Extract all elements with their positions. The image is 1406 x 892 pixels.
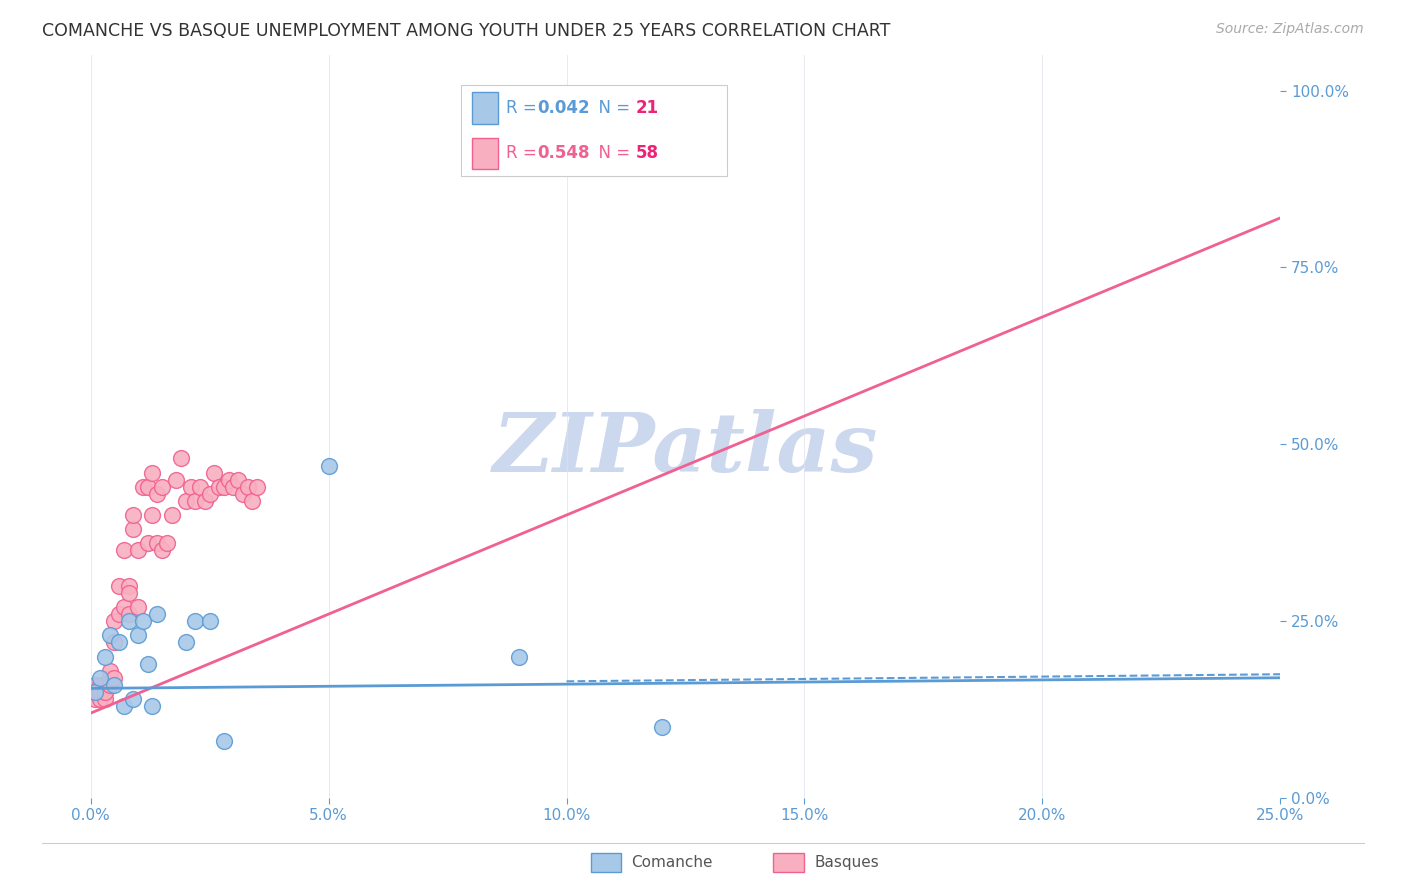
Point — [180, 480, 202, 494]
Point — [222, 480, 245, 494]
Point — [108, 579, 131, 593]
Text: Basques: Basques — [814, 855, 879, 870]
Text: 58: 58 — [636, 145, 658, 162]
Point — [136, 657, 159, 671]
Point — [103, 671, 125, 685]
Point — [118, 586, 141, 600]
Point — [94, 685, 117, 699]
Point — [651, 720, 673, 734]
Point — [132, 614, 155, 628]
Text: ZIPatlas: ZIPatlas — [492, 409, 879, 489]
Point — [170, 451, 193, 466]
Point — [118, 614, 141, 628]
Point — [98, 671, 121, 685]
Point — [150, 480, 173, 494]
Point — [236, 480, 259, 494]
Text: N =: N = — [588, 145, 636, 162]
Point — [89, 685, 111, 699]
Point — [122, 522, 145, 536]
Text: 0.548: 0.548 — [537, 145, 589, 162]
Point — [94, 678, 117, 692]
Point — [174, 494, 197, 508]
Point — [146, 607, 169, 621]
Text: COMANCHE VS BASQUE UNEMPLOYMENT AMONG YOUTH UNDER 25 YEARS CORRELATION CHART: COMANCHE VS BASQUE UNEMPLOYMENT AMONG YO… — [42, 22, 890, 40]
Point — [112, 543, 135, 558]
Point — [98, 664, 121, 678]
Point — [84, 685, 107, 699]
Point — [84, 692, 107, 706]
Text: N =: N = — [588, 99, 636, 117]
Point — [212, 734, 235, 748]
Point — [112, 600, 135, 615]
Point — [94, 649, 117, 664]
Point — [218, 473, 240, 487]
Point — [122, 508, 145, 522]
Point — [156, 536, 179, 550]
Point — [508, 649, 530, 664]
Point — [89, 671, 111, 685]
Point — [208, 480, 231, 494]
Point — [318, 458, 340, 473]
Point — [127, 600, 149, 615]
Point — [232, 487, 254, 501]
Point — [89, 692, 111, 706]
Point — [89, 685, 111, 699]
Point — [103, 635, 125, 649]
Point — [89, 678, 111, 692]
Point — [165, 473, 187, 487]
Point — [174, 635, 197, 649]
Point — [132, 480, 155, 494]
Point — [188, 480, 211, 494]
Point — [141, 466, 163, 480]
Point — [98, 628, 121, 642]
Point — [84, 685, 107, 699]
Point — [242, 494, 264, 508]
Point — [136, 480, 159, 494]
Text: R =: R = — [506, 99, 543, 117]
Text: R =: R = — [506, 145, 543, 162]
Point — [108, 635, 131, 649]
Point — [127, 628, 149, 642]
Point — [141, 699, 163, 714]
Text: Source: ZipAtlas.com: Source: ZipAtlas.com — [1216, 22, 1364, 37]
Point — [146, 487, 169, 501]
Point — [94, 685, 117, 699]
Text: 0.042: 0.042 — [537, 99, 589, 117]
Point — [184, 614, 207, 628]
Point — [246, 480, 269, 494]
Point — [194, 494, 217, 508]
Point — [184, 494, 207, 508]
Point — [136, 536, 159, 550]
Point — [146, 536, 169, 550]
Point — [118, 579, 141, 593]
Point — [127, 543, 149, 558]
Point — [84, 678, 107, 692]
Point — [150, 543, 173, 558]
Text: 21: 21 — [636, 99, 658, 117]
Point — [141, 508, 163, 522]
Text: Comanche: Comanche — [631, 855, 713, 870]
Point — [118, 607, 141, 621]
Point — [226, 473, 249, 487]
Point — [103, 614, 125, 628]
Point — [212, 480, 235, 494]
Point — [98, 678, 121, 692]
Point — [94, 692, 117, 706]
Point — [103, 678, 125, 692]
Point — [198, 614, 221, 628]
Point — [122, 692, 145, 706]
Point — [198, 487, 221, 501]
Point — [202, 466, 225, 480]
Point — [108, 607, 131, 621]
Point — [160, 508, 183, 522]
Point — [112, 699, 135, 714]
